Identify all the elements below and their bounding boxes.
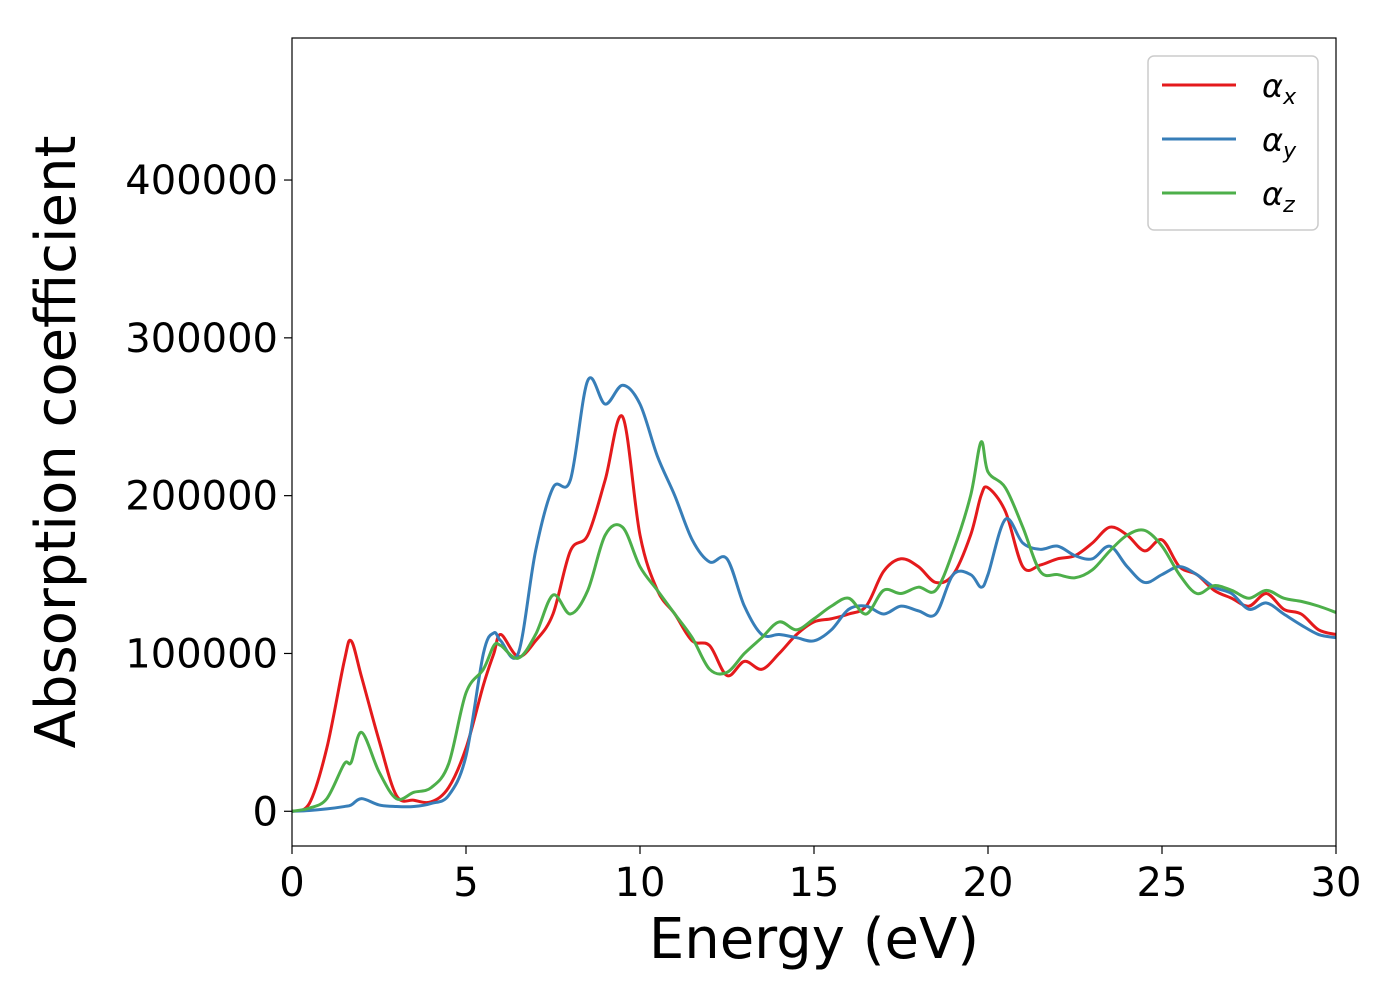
x-axis: 0 5 10 15 20 25 30: [279, 846, 1361, 906]
y-tick-label: 400000: [125, 158, 278, 204]
y-axis-title: Absorption coefficient: [24, 136, 89, 749]
x-tick-label: 20: [963, 860, 1014, 906]
y-tick-label: 200000: [125, 474, 278, 520]
x-tick-label: 15: [789, 860, 840, 906]
x-tick-label: 25: [1137, 860, 1188, 906]
series-line-alpha-y: [291, 376, 1337, 813]
legend-label-alpha-y: αy: [1262, 121, 1297, 164]
legend-label-alpha-z: αz: [1262, 175, 1295, 218]
legend-box: [1147, 55, 1319, 231]
y-tick-label: 300000: [125, 316, 278, 362]
legend-label-alpha-x: αx: [1262, 67, 1297, 110]
series-line-alpha-x: [291, 414, 1337, 813]
x-tick-label: 30: [1311, 860, 1362, 906]
series-layer: [291, 376, 1337, 813]
x-axis-title: Energy (eV): [649, 907, 979, 972]
x-tick-label: 10: [615, 860, 666, 906]
legend: αx αy αz: [1147, 55, 1319, 231]
y-tick-label: 0: [253, 789, 278, 835]
y-tick-label: 100000: [125, 631, 278, 677]
x-tick-label: 5: [453, 860, 478, 906]
y-axis: 0 100000 200000 300000 400000: [125, 158, 292, 835]
x-tick-label: 0: [279, 860, 304, 906]
series-line-alpha-z: [291, 440, 1337, 813]
